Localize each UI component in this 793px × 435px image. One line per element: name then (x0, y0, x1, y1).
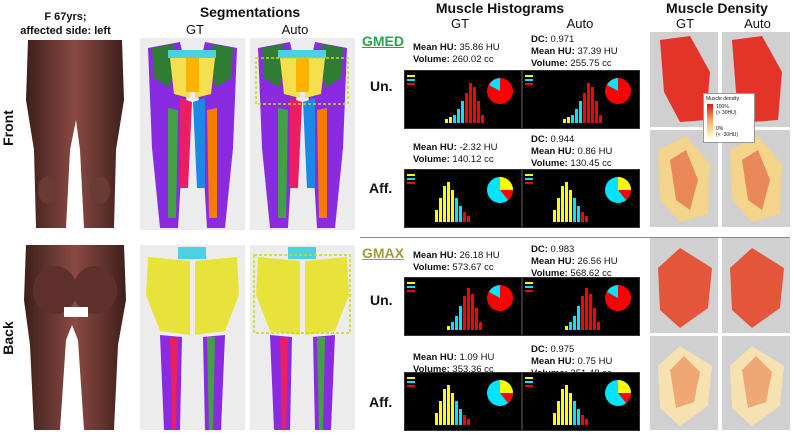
stats-gmax-un-gt: Mean HU: 26.18 HU Volume: 573.67 cc (413, 250, 500, 274)
hist-auto-label: Auto (566, 16, 594, 31)
density-gmed-aff-auto (722, 130, 790, 227)
legend-bottom-sub: (< -30HU) (716, 132, 739, 138)
histogram-gmax-aff-auto (522, 372, 640, 431)
legend-top-sub: (> 30HU) (716, 110, 737, 116)
mean-hu-key: Mean HU: (531, 356, 575, 367)
mean-hu-key: Mean HU: (413, 250, 457, 261)
dc-value: 0.944 (547, 134, 575, 145)
dens-gt-label: GT (675, 16, 695, 31)
mean-hu-key: Mean HU: (531, 146, 575, 157)
volume-key: Volume: (531, 158, 568, 169)
histogram-gmax-aff-gt (404, 372, 522, 431)
patient-info: F 67yrs; affected side: left (8, 10, 123, 38)
dens-auto-label: Auto (744, 16, 771, 31)
stats-gmed-un-auto: DC: 0.971 Mean HU: 37.39 HU Volume: 255.… (531, 34, 618, 70)
mean-hu-value: 35.86 HU (456, 42, 500, 53)
density-gmax-un-gt (650, 238, 718, 333)
legend-top: 100% (716, 104, 729, 110)
volume-key: Volume: (413, 154, 450, 165)
dc-key: DC: (531, 134, 548, 145)
seg-back-auto (250, 245, 355, 430)
ct-back-render (20, 245, 130, 430)
stats-gmax-aff-gt: Mean HU: 1.09 HU Volume: 353.36 cc (413, 352, 494, 376)
dc-value: 0.975 (547, 344, 575, 355)
legend-bottom: 0% (716, 126, 724, 132)
histogram-gmed-aff-auto (522, 169, 640, 228)
dc-key: DC: (531, 34, 548, 45)
back-label: Back (0, 321, 16, 355)
mean-hu-key: Mean HU: (413, 142, 457, 153)
gmax-un-label: Un. (370, 292, 393, 308)
seg-gt-label: GT (185, 22, 205, 37)
density-gmed-aff-gt (650, 130, 718, 227)
stats-gmed-un-gt: Mean HU: 35.86 HU Volume: 260.02 cc (413, 42, 500, 66)
stats-gmed-aff-gt: Mean HU: -2.32 HU Volume: 140.12 cc (413, 142, 497, 166)
segmentations-header: Segmentations (199, 4, 301, 20)
histogram-gmed-un-gt (404, 70, 522, 129)
dc-key: DC: (531, 244, 548, 255)
density-gmax-un-auto (722, 238, 790, 333)
gmed-label: GMED (362, 33, 404, 49)
volume-key: Volume: (413, 262, 450, 273)
volume-value: 130.45 cc (567, 158, 612, 169)
stats-gmax-un-auto: DC: 0.983 Mean HU: 26.56 HU Volume: 568.… (531, 244, 618, 280)
dc-value: 0.971 (547, 34, 575, 45)
patient-affected-side: affected side: left (20, 25, 111, 37)
mean-hu-value: -2.32 HU (456, 142, 498, 153)
mean-hu-key: Mean HU: (531, 46, 575, 57)
gmed-aff-label: Aff. (369, 180, 393, 196)
histogram-gmed-un-auto (522, 70, 640, 129)
legend-title: Muscle density (706, 96, 740, 102)
hist-gt-label: GT (450, 16, 470, 31)
volume-key: Volume: (531, 58, 568, 69)
volume-key: Volume: (413, 364, 450, 375)
volume-value: 353.36 cc (449, 364, 494, 375)
mean-hu-value: 37.39 HU (574, 46, 618, 57)
density-gmax-aff-gt (650, 336, 718, 430)
histograms-header: Muscle Histograms (435, 0, 565, 16)
dc-key: DC: (531, 344, 548, 355)
volume-value: 255.75 cc (567, 58, 612, 69)
mean-hu-value: 0.75 HU (574, 356, 613, 367)
histogram-gmax-un-gt (404, 277, 522, 336)
section-divider (360, 237, 790, 238)
legend-colorbar (707, 104, 713, 138)
density-legend: Muscle density 100% (> 30HU) 0% (< -30HU… (703, 93, 755, 143)
volume-value: 140.12 cc (449, 154, 494, 165)
mean-hu-value: 1.09 HU (456, 352, 495, 363)
seg-front-gt (140, 38, 245, 230)
dc-value: 0.983 (547, 244, 575, 255)
mean-hu-value: 26.18 HU (456, 250, 500, 261)
volume-value: 573.67 cc (449, 262, 494, 273)
mean-hu-value: 26.56 HU (574, 256, 618, 267)
gmax-aff-label: Aff. (369, 394, 393, 410)
volume-key: Volume: (531, 268, 568, 279)
seg-auto-label: Auto (281, 22, 309, 37)
volume-key: Volume: (413, 54, 450, 65)
mean-hu-value: 0.86 HU (574, 146, 613, 157)
density-header: Muscle Density (666, 0, 768, 16)
seg-back-gt (140, 245, 245, 430)
gmed-un-label: Un. (370, 78, 393, 94)
volume-value: 568.62 cc (567, 268, 612, 279)
seg-front-auto (250, 38, 355, 230)
patient-age-sex: F 67yrs; (44, 11, 87, 23)
histogram-gmed-aff-gt (404, 169, 522, 228)
histogram-gmax-un-auto (522, 277, 640, 336)
mean-hu-key: Mean HU: (413, 42, 457, 53)
front-label: Front (0, 110, 16, 146)
mean-hu-key: Mean HU: (413, 352, 457, 363)
stats-gmed-aff-auto: DC: 0.944 Mean HU: 0.86 HU Volume: 130.4… (531, 134, 612, 170)
ct-front-render (20, 40, 130, 228)
density-gmax-aff-auto (722, 336, 790, 430)
volume-value: 260.02 cc (449, 54, 494, 65)
gmax-label: GMAX (362, 245, 404, 261)
mean-hu-key: Mean HU: (531, 256, 575, 267)
